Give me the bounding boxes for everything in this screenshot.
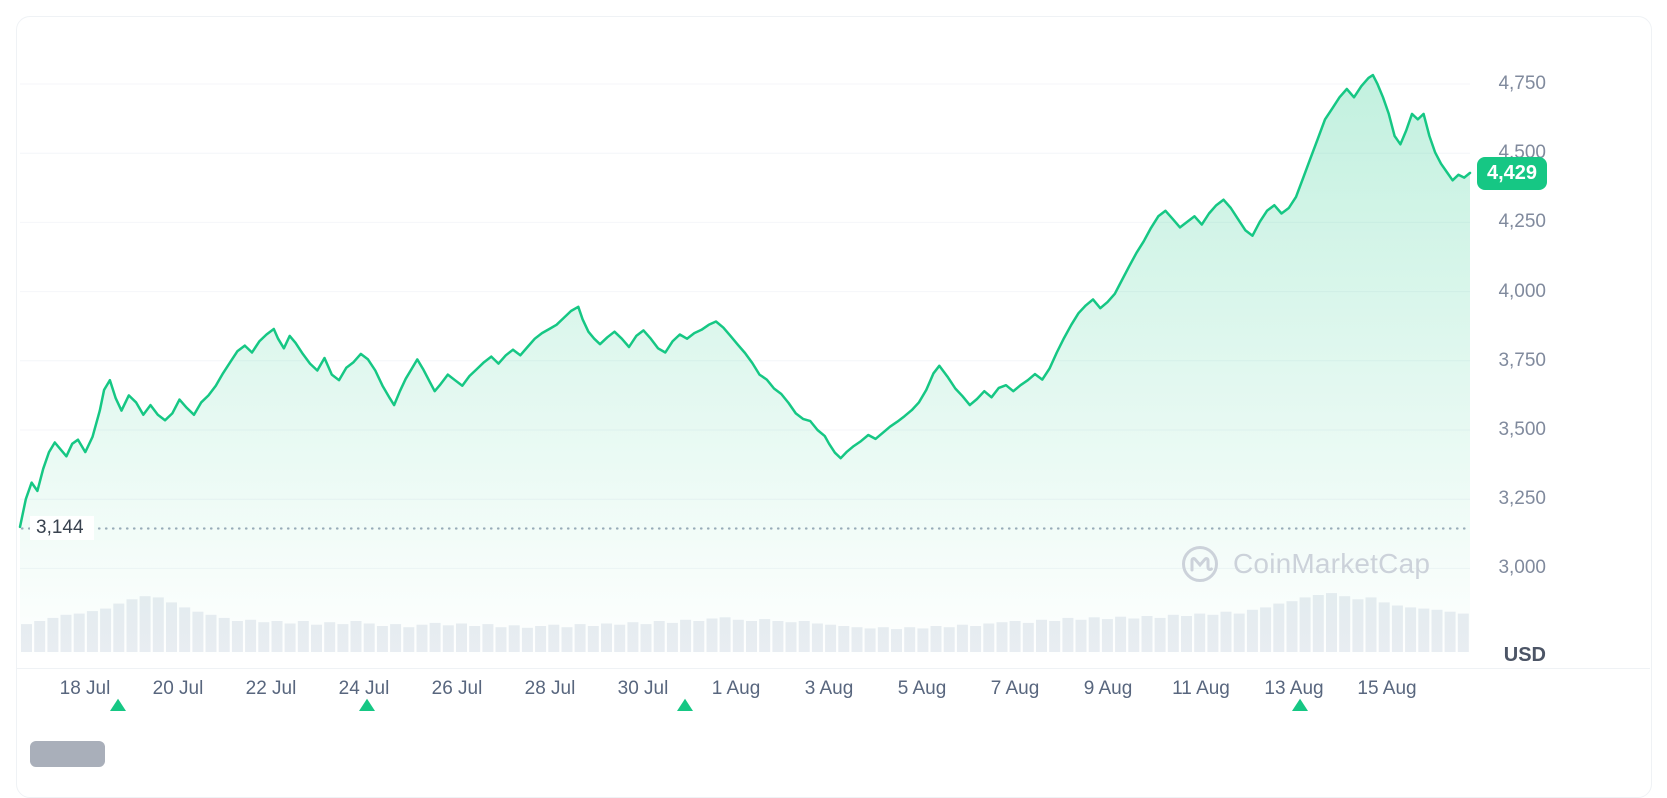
y-axis-label: 4,000 — [1498, 281, 1546, 302]
partial-element[interactable] — [30, 741, 105, 767]
x-axis-label: 30 Jul — [617, 678, 669, 699]
current-price-badge: 4,429 — [1477, 157, 1547, 190]
event-marker-up-icon[interactable]: ▲ — [671, 693, 699, 716]
y-axis-label: 3,250 — [1498, 488, 1546, 509]
event-marker-up-icon[interactable]: ▲ — [1286, 693, 1314, 716]
x-axis-label: 28 Jul — [524, 678, 576, 699]
x-axis-label: 18 Jul — [59, 678, 111, 699]
axis-separator — [17, 668, 1650, 669]
y-axis-label: 4,250 — [1498, 211, 1546, 232]
event-marker-up-icon[interactable]: ▲ — [353, 693, 381, 716]
x-axis-label: 7 Aug — [990, 678, 1040, 699]
x-axis-label: 20 Jul — [152, 678, 204, 699]
x-axis-label: 24 Jul — [338, 678, 390, 699]
x-axis-label: 3 Aug — [804, 678, 854, 699]
y-axis-label: 4,750 — [1498, 73, 1546, 94]
x-axis-label: 9 Aug — [1083, 678, 1133, 699]
y-axis-unit-label: USD — [1503, 644, 1546, 666]
support-price-label: 3,144 — [30, 516, 94, 540]
x-axis-label: 26 Jul — [431, 678, 483, 699]
x-axis-label: 1 Aug — [711, 678, 761, 699]
x-axis-label: 15 Aug — [1357, 678, 1417, 699]
y-axis-label: 3,750 — [1498, 350, 1546, 371]
watermark: CoinMarketCap — [1180, 544, 1430, 584]
x-axis-label: 11 Aug — [1172, 678, 1230, 699]
event-marker-up-icon[interactable]: ▲ — [104, 693, 132, 716]
x-axis-label: 5 Aug — [897, 678, 947, 699]
y-axis-label: 3,000 — [1498, 557, 1546, 578]
y-axis-label: 3,500 — [1498, 419, 1546, 440]
watermark-text: CoinMarketCap — [1233, 548, 1431, 579]
price-chart[interactable] — [0, 0, 1667, 758]
x-axis-label: 22 Jul — [245, 678, 297, 699]
x-axis-label: 13 Aug — [1264, 678, 1324, 699]
coinmarketcap-logo-icon — [1182, 546, 1218, 582]
